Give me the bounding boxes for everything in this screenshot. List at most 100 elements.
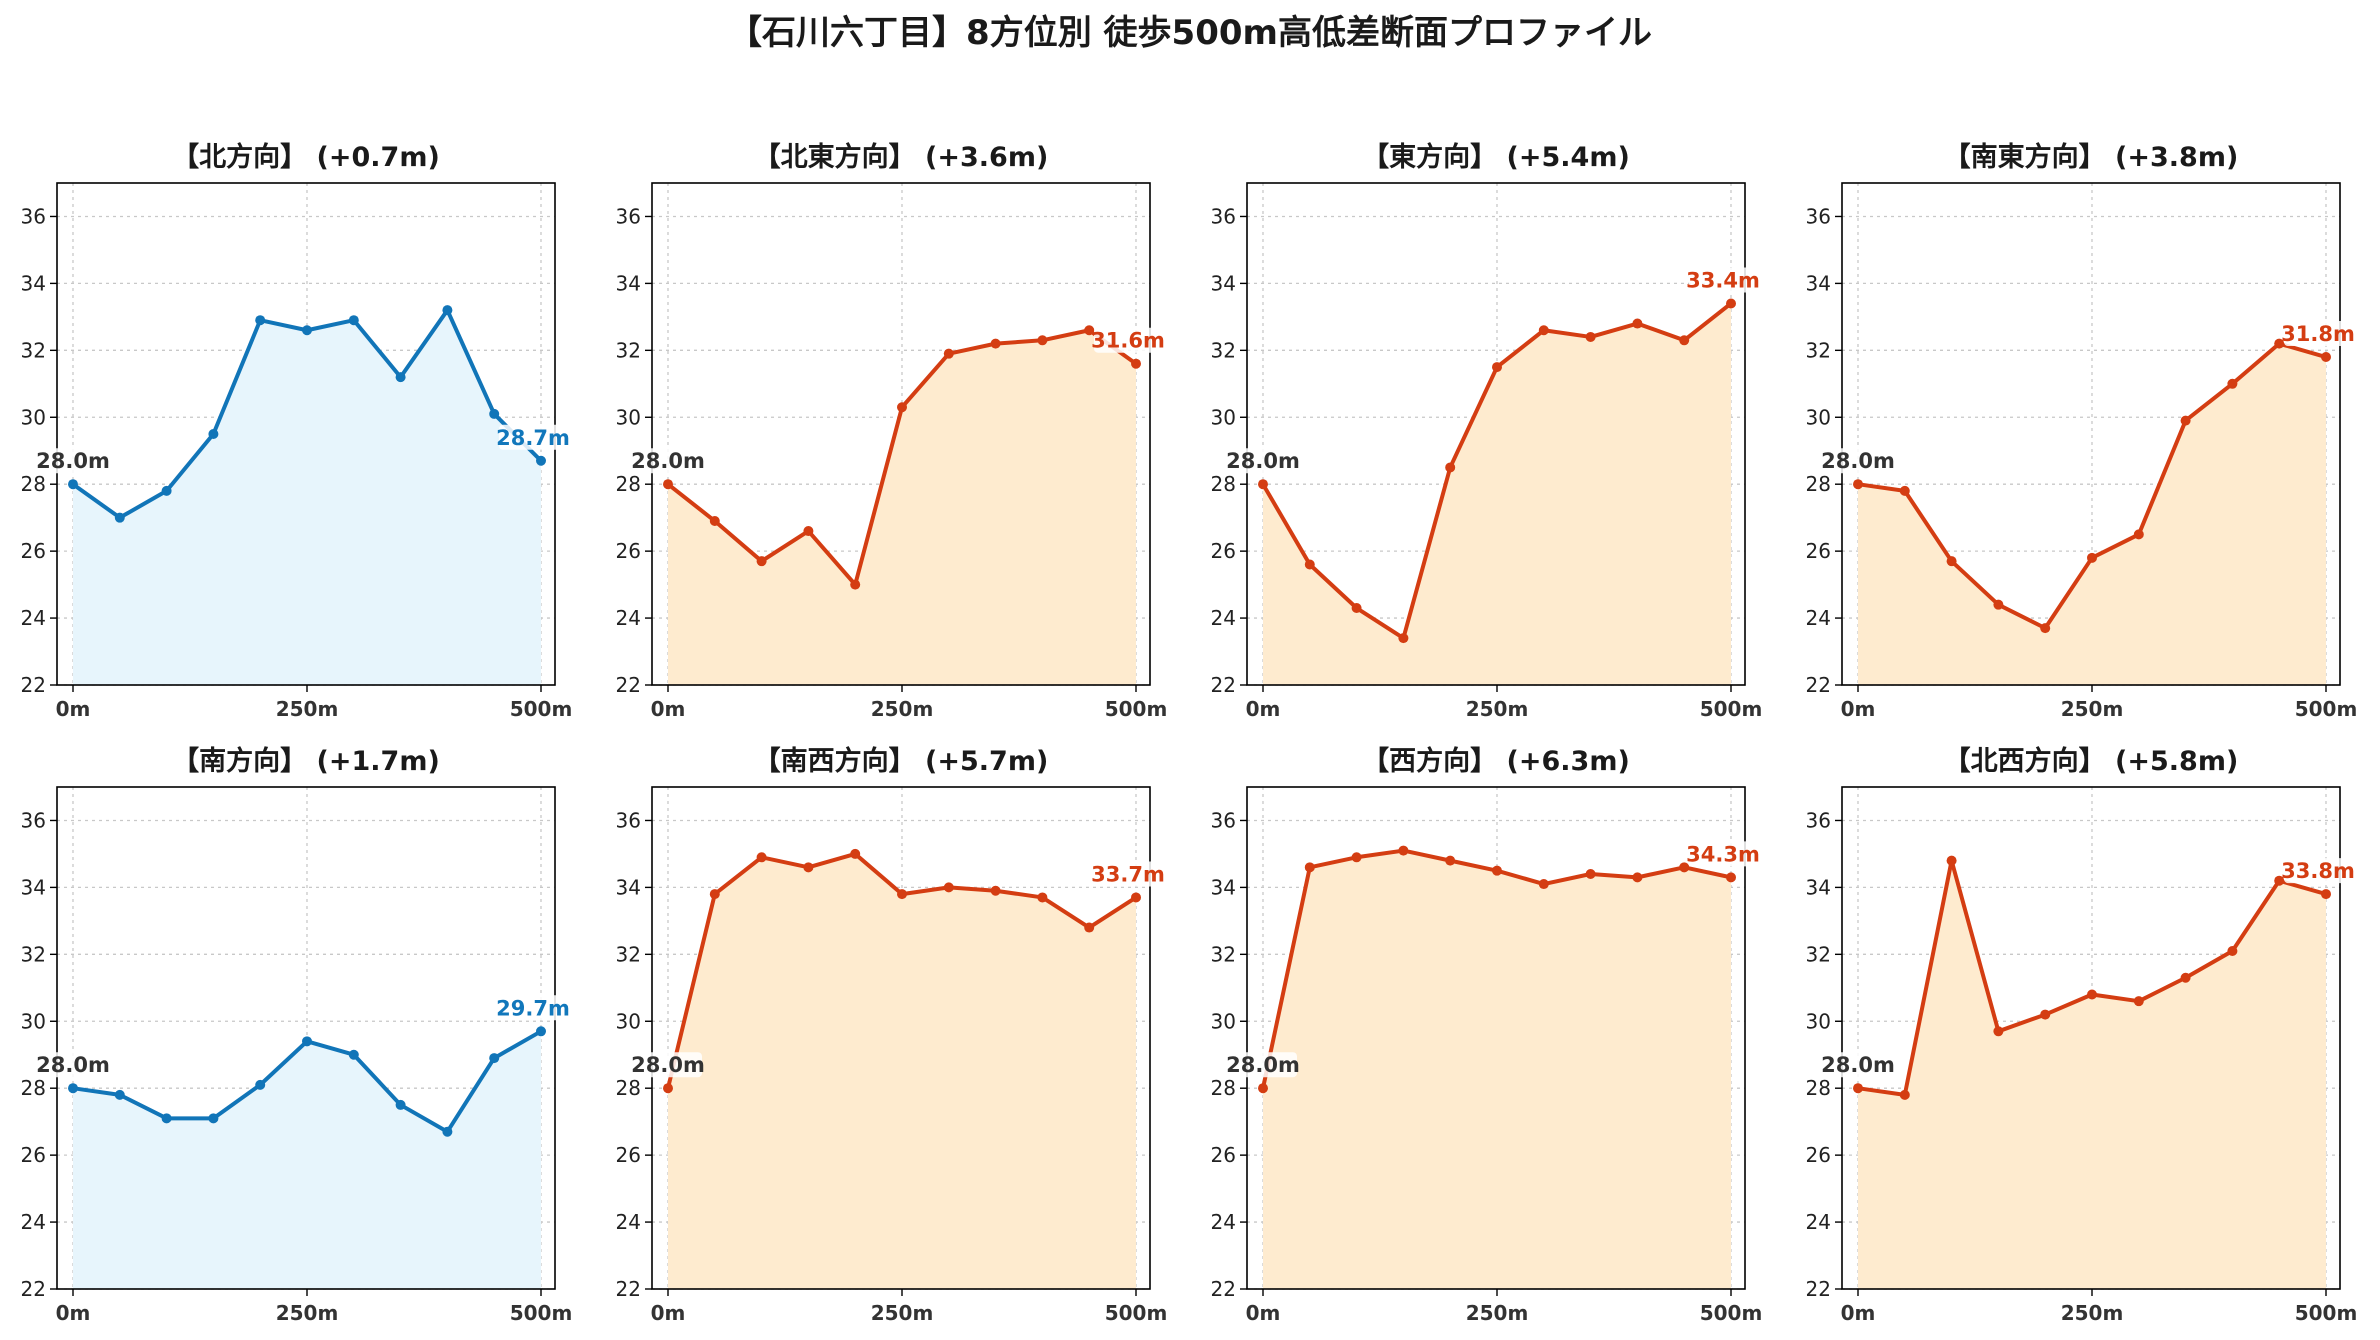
y-tick-label: 30: [1806, 405, 1831, 429]
panel-title: 【南東方向】 (+3.8m): [1944, 141, 2239, 173]
chart-panel: 【西方向】 (+6.3m) 22 24 26 28 30 32 34 36 0m 250m 500m 2…: [1211, 745, 1763, 1325]
y-tick-label: 24: [616, 606, 641, 630]
chart-panel: 【南東方向】 (+3.8m) 22 24 26 28 30 32 34 36 0m 250m 500m…: [1806, 141, 2358, 721]
data-point: [1304, 559, 1315, 570]
chart-panel: 【南方向】 (+1.7m) 22 24 26 28 30 32 34 36 0m 250m 500m 2…: [21, 745, 573, 1325]
data-point: [1993, 1026, 2004, 1037]
chart-panel: 【東方向】 (+5.4m) 22 24 26 28 30 32 34 36 0m 250m 500m 2…: [1211, 141, 1763, 721]
data-point: [663, 1083, 673, 1094]
data-point: [2227, 945, 2238, 956]
data-point: [850, 848, 861, 859]
y-tick-label: 26: [1211, 1143, 1236, 1167]
data-point: [2180, 415, 2191, 426]
data-point: [2087, 989, 2097, 1000]
start-elevation-label: 28.0m: [1226, 449, 1300, 473]
elevation-area: [73, 310, 541, 685]
y-tick-label: 28: [616, 472, 641, 496]
data-point: [395, 372, 406, 383]
data-point: [1398, 845, 1409, 856]
start-label-box: [634, 448, 702, 474]
x-tick-label: 250m: [1466, 1301, 1529, 1325]
y-tick-label: 34: [21, 271, 46, 295]
data-point: [1899, 485, 1910, 496]
start-elevation-label: 28.0m: [631, 449, 705, 473]
end-label-box: [1689, 267, 1757, 293]
y-tick-label: 32: [1211, 942, 1236, 966]
y-tick-label: 32: [21, 942, 46, 966]
y-tick-label: 36: [21, 808, 46, 832]
data-point: [2133, 529, 2144, 540]
data-point: [663, 479, 673, 490]
elevation-area: [73, 1031, 541, 1289]
data-point: [536, 1026, 546, 1037]
x-tick-label: 500m: [1105, 1301, 1168, 1325]
y-tick-label: 30: [21, 1009, 46, 1033]
end-elevation-label: 33.8m: [2281, 859, 2355, 883]
data-point: [1084, 922, 1095, 933]
data-point: [1037, 335, 1048, 346]
data-point: [302, 1036, 312, 1047]
end-elevation-label: 31.8m: [2281, 322, 2355, 346]
data-point: [2274, 875, 2285, 886]
elevation-area: [1858, 343, 2326, 685]
y-tick-label: 30: [616, 1009, 641, 1033]
axes-frame: [56, 786, 556, 1290]
x-tick-label: 250m: [2061, 1301, 2124, 1325]
data-point: [255, 315, 266, 326]
y-tick-label: 30: [1211, 405, 1236, 429]
panel-title: 【西方向】 (+6.3m): [1362, 745, 1630, 777]
y-tick-label: 34: [1211, 271, 1236, 295]
data-point: [1853, 1083, 1863, 1094]
y-tick-label: 22: [1211, 1277, 1236, 1301]
y-tick-label: 36: [21, 204, 46, 228]
data-point: [255, 1079, 266, 1090]
start-elevation-label: 28.0m: [36, 449, 110, 473]
y-tick-label: 26: [616, 539, 641, 563]
y-tick-label: 36: [1211, 808, 1236, 832]
start-elevation-label: 28.0m: [1226, 1053, 1300, 1077]
x-tick-label: 0m: [651, 1301, 686, 1325]
data-point: [442, 1126, 453, 1137]
x-tick-label: 250m: [2061, 697, 2124, 721]
y-tick-label: 28: [1806, 1076, 1831, 1100]
y-tick-label: 24: [616, 1210, 641, 1234]
chart-panel: 【北西方向】 (+5.8m) 22 24 26 28 30 32 34 36 0m 250m 500m…: [1806, 745, 2358, 1325]
data-point: [709, 516, 720, 527]
end-label-box: [1094, 861, 1162, 887]
data-point: [2040, 1009, 2051, 1020]
x-tick-label: 0m: [1246, 1301, 1281, 1325]
start-elevation-label: 28.0m: [1821, 449, 1895, 473]
elevation-area: [1858, 860, 2326, 1289]
start-label-box: [39, 1052, 107, 1078]
axes-frame: [1841, 182, 2341, 686]
data-point: [2087, 552, 2097, 563]
y-tick-label: 32: [616, 338, 641, 362]
data-point: [208, 429, 219, 439]
y-tick-label: 36: [1211, 204, 1236, 228]
y-tick-label: 24: [21, 606, 46, 630]
data-point: [208, 1113, 219, 1124]
y-tick-label: 26: [21, 539, 46, 563]
x-tick-label: 500m: [510, 697, 573, 721]
y-tick-label: 34: [616, 875, 641, 899]
y-tick-label: 22: [1806, 1277, 1831, 1301]
y-tick-label: 24: [1806, 606, 1831, 630]
panel-title: 【南方向】 (+1.7m): [172, 745, 440, 777]
y-tick-label: 24: [1211, 606, 1236, 630]
y-tick-label: 36: [616, 808, 641, 832]
end-label-box: [1689, 841, 1757, 867]
start-label-box: [1229, 1052, 1297, 1078]
x-tick-label: 250m: [871, 697, 934, 721]
x-tick-label: 0m: [1246, 697, 1281, 721]
data-point: [1084, 325, 1095, 336]
y-tick-label: 32: [1211, 338, 1236, 362]
data-point: [709, 889, 720, 900]
data-point: [442, 305, 453, 316]
axes-frame: [651, 182, 1151, 686]
data-point: [395, 1099, 406, 1110]
data-point: [1679, 862, 1690, 873]
end-label-box: [499, 424, 567, 450]
data-point: [161, 1113, 172, 1124]
axes-frame: [651, 786, 1151, 1290]
data-point: [756, 556, 767, 567]
